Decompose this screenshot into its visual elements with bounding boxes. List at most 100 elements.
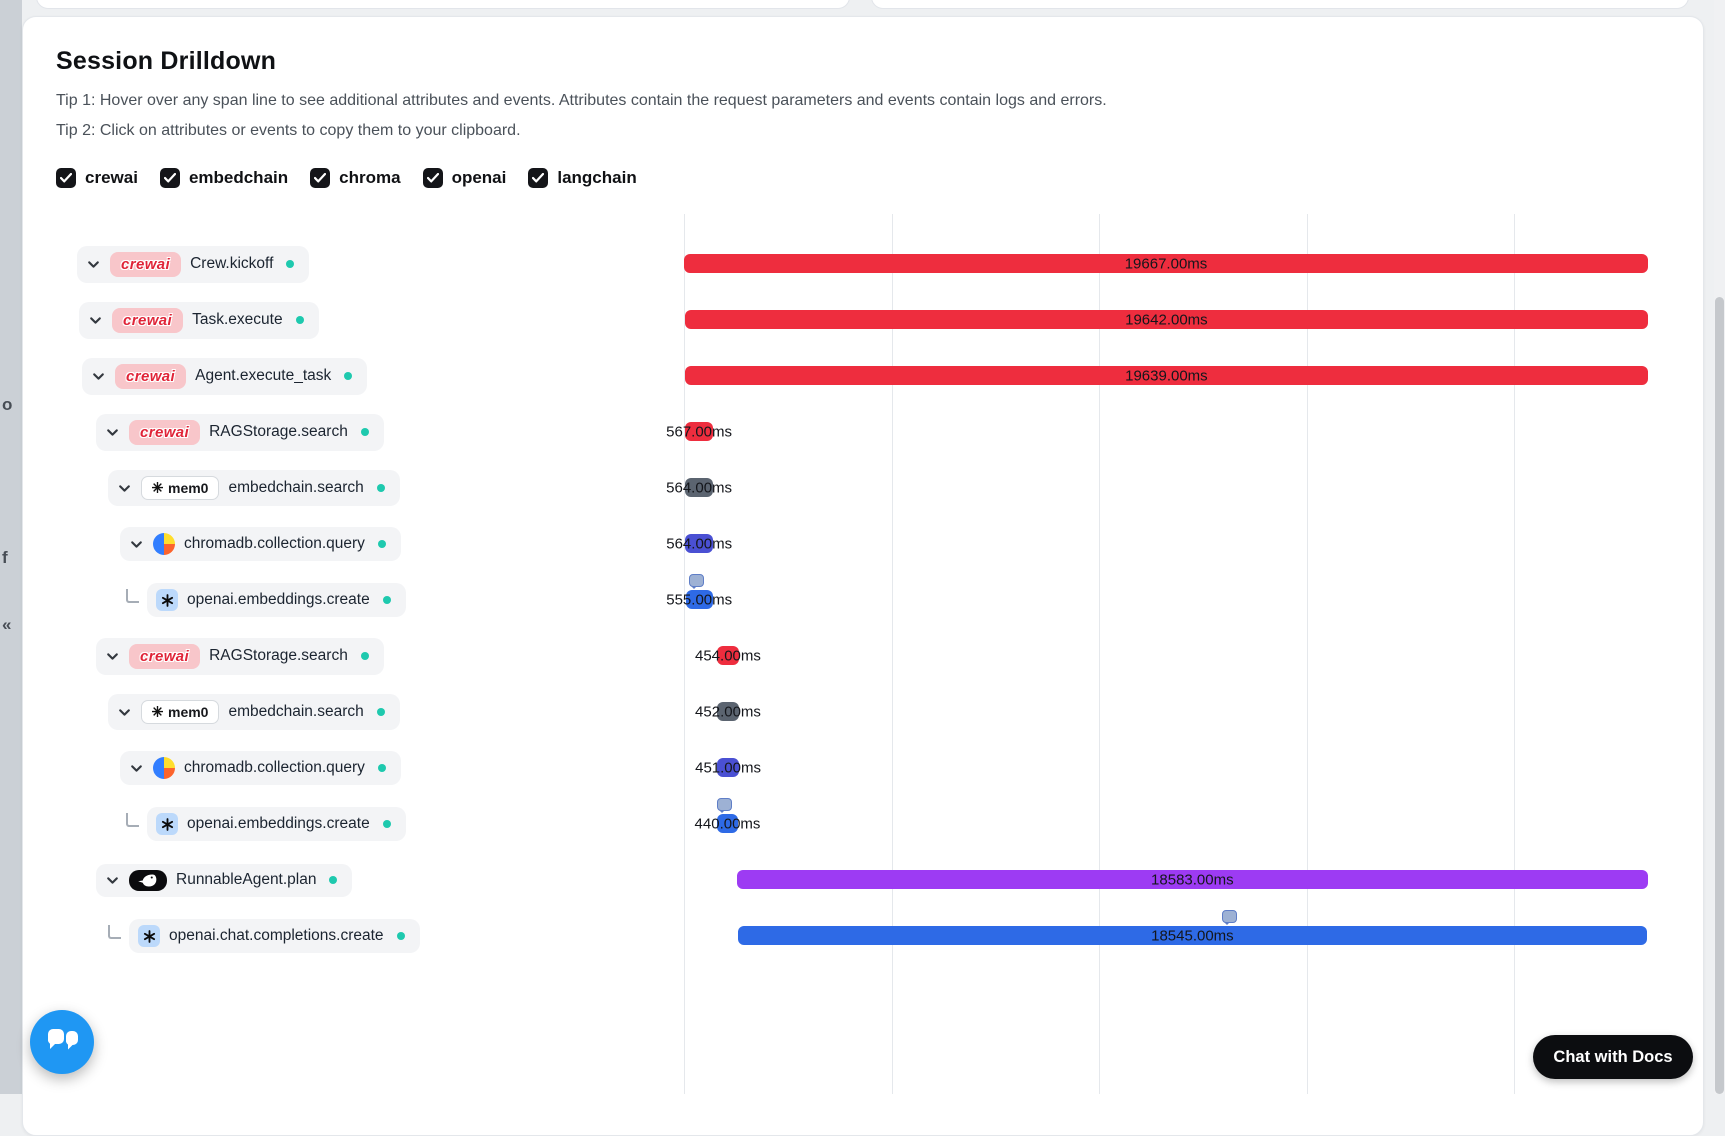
span-duration-bar[interactable]: 19639.00ms — [685, 366, 1648, 385]
checkbox-checked-icon[interactable] — [422, 168, 443, 188]
page-scrollbar[interactable] — [1714, 0, 1725, 1094]
crewai-logo-badge: crewai — [129, 643, 201, 669]
span-duration-bar[interactable]: 451.00ms — [695, 758, 761, 777]
span-duration-bar[interactable]: 18545.00ms — [737, 926, 1647, 945]
span-chip[interactable]: crewai RAGStorage.search — [96, 413, 384, 451]
filter-chroma[interactable]: chroma — [310, 168, 401, 188]
span-chip[interactable]: crewai Agent.execute_task — [82, 357, 368, 395]
span-duration-bar[interactable]: 452.00ms — [695, 702, 761, 721]
span-duration-label: 18583.00ms — [1151, 871, 1234, 888]
chevron-down-icon[interactable] — [105, 425, 120, 440]
span-chip[interactable]: openai.chat.completions.create — [129, 919, 420, 953]
chat-widget-button[interactable] — [30, 1010, 94, 1074]
span-row: openai.chat.completions.create 18545.00ms — [23, 908, 1703, 964]
status-dot — [376, 708, 385, 716]
checkbox-checked-icon[interactable] — [159, 168, 180, 188]
checkbox-checked-icon[interactable] — [528, 168, 549, 188]
span-name: RAGStorage.search — [209, 647, 348, 664]
span-name: openai.embeddings.create — [187, 591, 370, 608]
event-bubble-icon[interactable] — [1222, 910, 1237, 925]
mem0-logo-badge: mem0 — [141, 700, 220, 724]
checkbox-checked-icon[interactable] — [56, 168, 76, 188]
span-chip[interactable]: chromadb.collection.query — [120, 751, 401, 785]
mem0-label: mem0 — [168, 704, 209, 720]
span-duration-label: 454.00ms — [695, 647, 761, 664]
filter-openai[interactable]: openai — [422, 168, 506, 188]
crewai-logo-badge: crewai — [129, 419, 201, 445]
span-name: embedchain.search — [228, 703, 364, 720]
span-tree-cell: chromadb.collection.query — [23, 740, 401, 796]
span-tree-cell: crewai Task.execute — [23, 292, 319, 348]
page-title: Session Drilldown — [56, 47, 277, 75]
span-row: chromadb.collection.query 451.00ms — [23, 740, 1703, 796]
span-duration-label: 555.00ms — [666, 591, 733, 608]
status-dot — [329, 876, 338, 884]
chevron-down-icon[interactable] — [91, 369, 106, 384]
span-tree-cell: openai.embeddings.create — [23, 572, 406, 628]
span-name: openai.chat.completions.create — [169, 927, 384, 944]
checkbox-checked-icon[interactable] — [310, 168, 331, 188]
mem0-label: mem0 — [168, 480, 209, 496]
span-chip[interactable]: RunnableAgent.plan — [96, 863, 353, 897]
scrollbar-thumb[interactable] — [1715, 297, 1724, 1094]
span-chip[interactable]: chromadb.collection.query — [120, 527, 401, 561]
span-duration-bar[interactable]: 564.00ms — [666, 534, 732, 553]
span-tree-cell: RunnableAgent.plan — [23, 852, 353, 908]
span-duration-bar[interactable]: 18583.00ms — [736, 870, 1648, 889]
time-gridline — [891, 214, 893, 1094]
span-duration-label: 19667.00ms — [1124, 255, 1208, 272]
chevron-down-icon[interactable] — [117, 481, 132, 496]
chevron-down-icon[interactable] — [86, 257, 101, 272]
event-bubble-icon[interactable] — [717, 798, 732, 813]
chevron-down-icon[interactable] — [88, 313, 103, 328]
time-gridline — [684, 214, 685, 1094]
filter-label: chroma — [339, 168, 401, 187]
tree-elbow-connector — [108, 925, 121, 939]
span-duration-bar[interactable]: 564.00ms — [666, 478, 732, 497]
span-tree-cell: chromadb.collection.query — [23, 516, 401, 572]
langchain-logo-icon — [129, 869, 167, 891]
span-chip[interactable]: mem0 embedchain.search — [108, 694, 400, 730]
span-duration-bar[interactable]: 19642.00ms — [685, 310, 1648, 329]
filter-langchain[interactable]: langchain — [528, 168, 637, 188]
span-duration-label: 452.00ms — [695, 703, 761, 720]
span-chip[interactable]: openai.embeddings.create — [147, 583, 406, 617]
span-name: Crew.kickoff — [190, 255, 274, 272]
span-duration-bar[interactable]: 454.00ms — [695, 646, 761, 665]
filter-embedchain[interactable]: embedchain — [159, 168, 288, 188]
span-duration-bar[interactable]: 555.00ms — [666, 590, 732, 609]
span-row: crewai RAGStorage.search 454.00ms — [23, 628, 1703, 684]
chevron-down-icon[interactable] — [129, 537, 144, 552]
span-row: chromadb.collection.query 564.00ms — [23, 516, 1703, 572]
status-dot — [344, 372, 353, 380]
span-chip[interactable]: mem0 embedchain.search — [108, 470, 400, 506]
clipped-text-fragment: « — [2, 615, 12, 634]
span-chip[interactable]: crewai RAGStorage.search — [96, 637, 384, 675]
span-chip[interactable]: crewai Task.execute — [79, 301, 319, 339]
event-bubble-icon[interactable] — [689, 574, 704, 589]
chevron-down-icon[interactable] — [105, 873, 120, 888]
top-card-right — [871, 0, 1689, 9]
span-duration-bar[interactable]: 440.00ms — [695, 814, 760, 833]
span-name: RunnableAgent.plan — [176, 871, 317, 888]
chevron-down-icon[interactable] — [117, 705, 132, 720]
span-row: crewai Crew.kickoff 19667.00ms — [23, 236, 1703, 292]
status-dot — [360, 428, 369, 436]
openai-logo-icon — [138, 925, 160, 947]
status-dot — [360, 652, 369, 660]
mem0-spark-icon — [152, 480, 163, 496]
span-tree-cell: crewai RAGStorage.search — [23, 404, 384, 460]
span-duration-bar[interactable]: 19667.00ms — [684, 254, 1648, 273]
span-duration-label: 18545.00ms — [1151, 927, 1234, 944]
span-duration-bar[interactable]: 567.00ms — [666, 422, 732, 441]
time-gridline — [1099, 214, 1101, 1094]
chevron-down-icon[interactable] — [105, 649, 120, 664]
span-chip[interactable]: openai.embeddings.create — [147, 807, 406, 841]
status-dot — [377, 764, 386, 772]
chat-with-docs-button[interactable]: Chat with Docs — [1533, 1035, 1693, 1079]
chat-bubbles-icon — [47, 1029, 78, 1050]
span-chip[interactable]: crewai Crew.kickoff — [77, 245, 310, 283]
span-tree-cell: crewai Crew.kickoff — [23, 236, 310, 292]
filter-crewai[interactable]: crewai — [56, 168, 138, 188]
chevron-down-icon[interactable] — [129, 761, 144, 776]
